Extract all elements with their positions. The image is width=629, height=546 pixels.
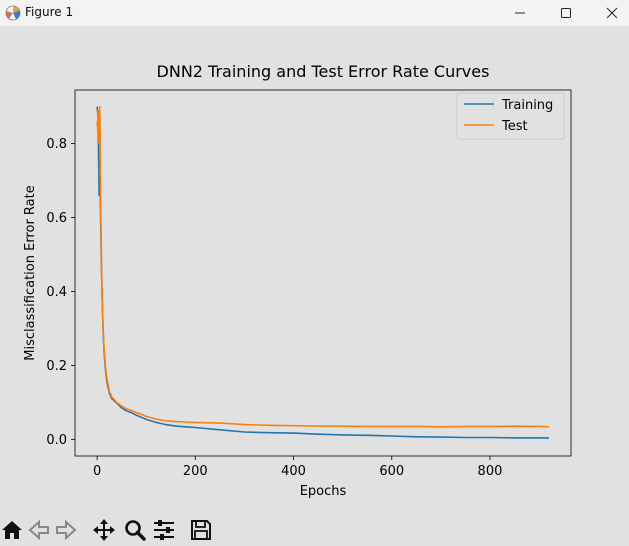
y-tick-label: 0.4 bbox=[46, 285, 67, 300]
y-tick-label: 0.6 bbox=[46, 211, 67, 226]
minimize-icon bbox=[515, 12, 525, 14]
zoom-magnifier-icon bbox=[125, 520, 146, 541]
x-tick-label: 200 bbox=[183, 464, 208, 479]
matplotlib-icon bbox=[5, 5, 21, 21]
y-axis: 0.0 0.2 0.4 0.6 0.8 bbox=[46, 137, 75, 448]
line-chart: DNN2 Training and Test Error Rate Curves… bbox=[23, 62, 572, 499]
x-tick-label: 0 bbox=[93, 464, 101, 479]
configure-subplots-icon bbox=[154, 520, 174, 540]
legend-label-test: Test bbox=[501, 119, 528, 134]
window-title: Figure 1 bbox=[25, 5, 74, 19]
back-arrow-icon bbox=[28, 519, 49, 541]
series-line-test bbox=[96, 105, 549, 428]
y-axis-label: Misclassification Error Rate bbox=[23, 185, 38, 360]
x-tick-label: 600 bbox=[379, 464, 404, 479]
close-icon bbox=[606, 7, 618, 19]
chart-title: DNN2 Training and Test Error Rate Curves bbox=[157, 62, 490, 81]
maximize-icon bbox=[561, 8, 571, 18]
y-tick-label: 0.2 bbox=[46, 359, 67, 374]
pan-move-icon bbox=[93, 519, 115, 541]
close-button[interactable] bbox=[589, 0, 629, 26]
home-icon bbox=[2, 521, 22, 539]
forward-button[interactable] bbox=[54, 518, 78, 542]
plot-area bbox=[74, 89, 572, 457]
x-tick-label: 800 bbox=[478, 464, 503, 479]
forward-arrow-icon bbox=[56, 519, 77, 541]
save-button[interactable] bbox=[189, 518, 213, 542]
y-tick-label: 0.0 bbox=[46, 433, 67, 448]
window-titlebar: Figure 1 bbox=[0, 0, 629, 26]
y-tick-label: 0.8 bbox=[46, 137, 67, 152]
navigation-toolbar bbox=[0, 514, 629, 543]
legend: Training Test bbox=[456, 92, 565, 140]
maximize-button[interactable] bbox=[543, 0, 589, 26]
legend-label-training: Training bbox=[501, 98, 553, 113]
figure-canvas[interactable]: DNN2 Training and Test Error Rate Curves… bbox=[0, 26, 629, 514]
x-tick-label: 400 bbox=[281, 464, 306, 479]
x-axis-label: Epochs bbox=[300, 484, 347, 499]
pan-button[interactable] bbox=[92, 518, 116, 542]
zoom-button[interactable] bbox=[123, 518, 147, 542]
configure-subplots-button[interactable] bbox=[152, 518, 176, 542]
home-button[interactable] bbox=[0, 518, 24, 542]
minimize-button[interactable] bbox=[497, 0, 543, 26]
save-floppy-icon bbox=[191, 520, 211, 540]
back-button[interactable] bbox=[27, 518, 51, 542]
x-axis: 0 200 400 600 800 bbox=[93, 456, 502, 479]
series-lines bbox=[96, 105, 549, 439]
